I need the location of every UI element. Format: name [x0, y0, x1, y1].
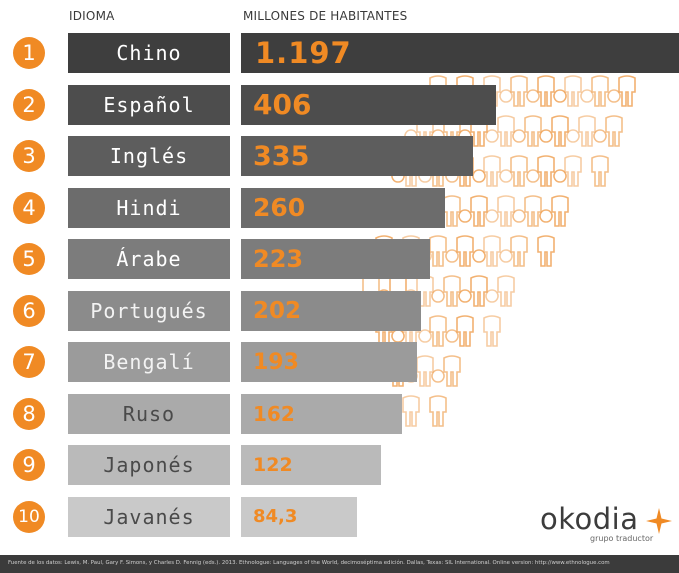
rank-badge: 8: [13, 397, 45, 430]
chart-row: 2 Español 406: [0, 84, 679, 125]
chart-row: 3 Inglés 335: [0, 136, 679, 176]
value-label: 223: [253, 245, 304, 273]
person-outline: [497, 169, 515, 227]
chart-row: 9 Japonés 122: [0, 445, 679, 485]
person-outline: [416, 329, 434, 387]
person-outline: [605, 89, 623, 147]
source-footer: Fuente de los datos: Lewis, M. Paul, Gar…: [0, 555, 679, 573]
rank-badge: 1: [13, 37, 45, 69]
person-outline: [510, 129, 528, 187]
bar: 84,3: [241, 496, 358, 537]
bar: 260: [241, 187, 446, 228]
value-label: 1.197: [255, 36, 352, 70]
value-label: 260: [253, 193, 306, 222]
person-outline: [456, 289, 474, 347]
person-outline: [537, 129, 555, 187]
person-outline: [510, 209, 528, 267]
rank-badge: 5: [13, 243, 45, 275]
category-label: Javanés: [68, 496, 230, 537]
logo-star-icon: [646, 508, 672, 534]
bar: 122: [241, 445, 381, 485]
person-outline: [537, 209, 555, 267]
person-outline: [456, 209, 474, 267]
value-label: 84,3: [253, 506, 298, 527]
chart-row: 5 Árabe 223: [0, 239, 679, 279]
category-label: Árabe: [68, 239, 230, 279]
chart-row: 10 Javanés 84,3: [0, 496, 679, 537]
person-outline: [524, 169, 542, 227]
person-outline: [443, 329, 461, 387]
chart-row: 7 Bengalí 193: [0, 342, 679, 382]
rank-badge: 3: [13, 140, 45, 172]
bar: 406: [241, 84, 497, 125]
person-outline: [470, 169, 488, 227]
bar: 193: [241, 342, 417, 382]
person-outline: [497, 249, 515, 307]
rank-badge: 9: [13, 449, 45, 481]
person-outline: [483, 129, 501, 187]
bar: 223: [241, 239, 431, 279]
chart-row: 6 Portugués 202: [0, 290, 679, 331]
category-label: Hindi: [68, 187, 230, 228]
person-outline: [578, 89, 596, 147]
value-label: 122: [253, 454, 293, 476]
bar: 1.197: [241, 33, 679, 73]
population-column-header: MILLONES DE HABITANTES: [243, 9, 408, 23]
person-outline: [497, 89, 515, 147]
category-label: Japonés: [68, 445, 230, 485]
bar: 202: [241, 290, 421, 331]
person-outline: [564, 129, 582, 187]
person-outline: [429, 289, 447, 347]
value-label: 162: [253, 401, 295, 426]
value-label: 193: [253, 349, 299, 375]
bar: 162: [241, 393, 403, 434]
category-label: Ruso: [68, 393, 230, 434]
value-label: 335: [253, 140, 310, 172]
category-label: Portugués: [68, 290, 230, 331]
rank-badge: 6: [13, 294, 45, 327]
category-label: Español: [68, 84, 230, 125]
person-outline: [443, 249, 461, 307]
rank-badge: 7: [13, 346, 45, 378]
person-outline: [551, 169, 569, 227]
value-label: 406: [253, 88, 312, 121]
person-outline: [591, 129, 609, 187]
rank-badge: 4: [13, 191, 45, 224]
rank-badge: 10: [13, 500, 45, 533]
chart-row: 1 Chino 1.197: [0, 33, 679, 73]
bar: 335: [241, 136, 473, 176]
chart-row: 4 Hindi 260: [0, 187, 679, 228]
person-outline: [524, 89, 542, 147]
logo-wordmark: okodia: [540, 502, 639, 536]
okodia-logo: okodia grupo traductor: [536, 494, 672, 544]
language-column-header: IDIOMA: [69, 9, 115, 23]
person-outline: [483, 209, 501, 267]
person-outline: [470, 249, 488, 307]
rank-badge: 2: [13, 88, 45, 121]
logo-tagline: grupo traductor: [590, 534, 654, 543]
category-label: Inglés: [68, 136, 230, 176]
category-label: Bengalí: [68, 342, 230, 382]
value-label: 202: [253, 297, 302, 324]
person-outline: [551, 89, 569, 147]
person-outline: [483, 289, 501, 347]
chart-row: 8 Ruso 162: [0, 393, 679, 434]
category-label: Chino: [68, 33, 230, 73]
person-outline: [429, 369, 447, 427]
